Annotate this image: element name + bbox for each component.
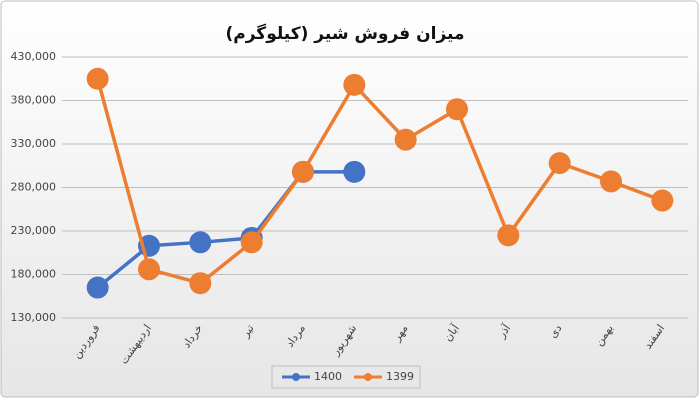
y-tick-label: 130,000	[11, 311, 57, 324]
x-tick-label: دی	[546, 322, 564, 341]
y-tick-label: 230,000	[11, 224, 57, 237]
y-tick-label: 280,000	[11, 181, 57, 194]
data-point	[343, 160, 366, 183]
legend-marker	[292, 373, 300, 381]
y-tick-label: 380,000	[11, 94, 57, 107]
data-point	[240, 231, 263, 254]
y-tick-label: 180,000	[11, 268, 57, 281]
x-tick-label: تیر	[238, 322, 256, 340]
data-point	[446, 98, 468, 121]
data-point	[292, 160, 314, 183]
data-point	[189, 272, 212, 295]
data-point	[651, 189, 674, 212]
data-point	[86, 67, 109, 90]
legend-box	[271, 365, 421, 389]
chart-title: میزان فروش شیر (کیلوگرم)	[226, 23, 465, 44]
data-point	[189, 231, 212, 254]
legend-marker	[364, 373, 372, 381]
data-point	[497, 224, 520, 247]
data-point	[138, 258, 160, 281]
y-tick-label: 430,000	[11, 50, 57, 63]
data-point	[548, 152, 571, 175]
data-point	[86, 276, 109, 299]
data-point	[343, 73, 366, 96]
legend-label: 1400	[314, 370, 342, 383]
legend-label: 1399	[386, 370, 414, 383]
y-tick-label: 330,000	[11, 137, 57, 150]
data-point	[394, 128, 417, 151]
data-point	[600, 170, 622, 193]
